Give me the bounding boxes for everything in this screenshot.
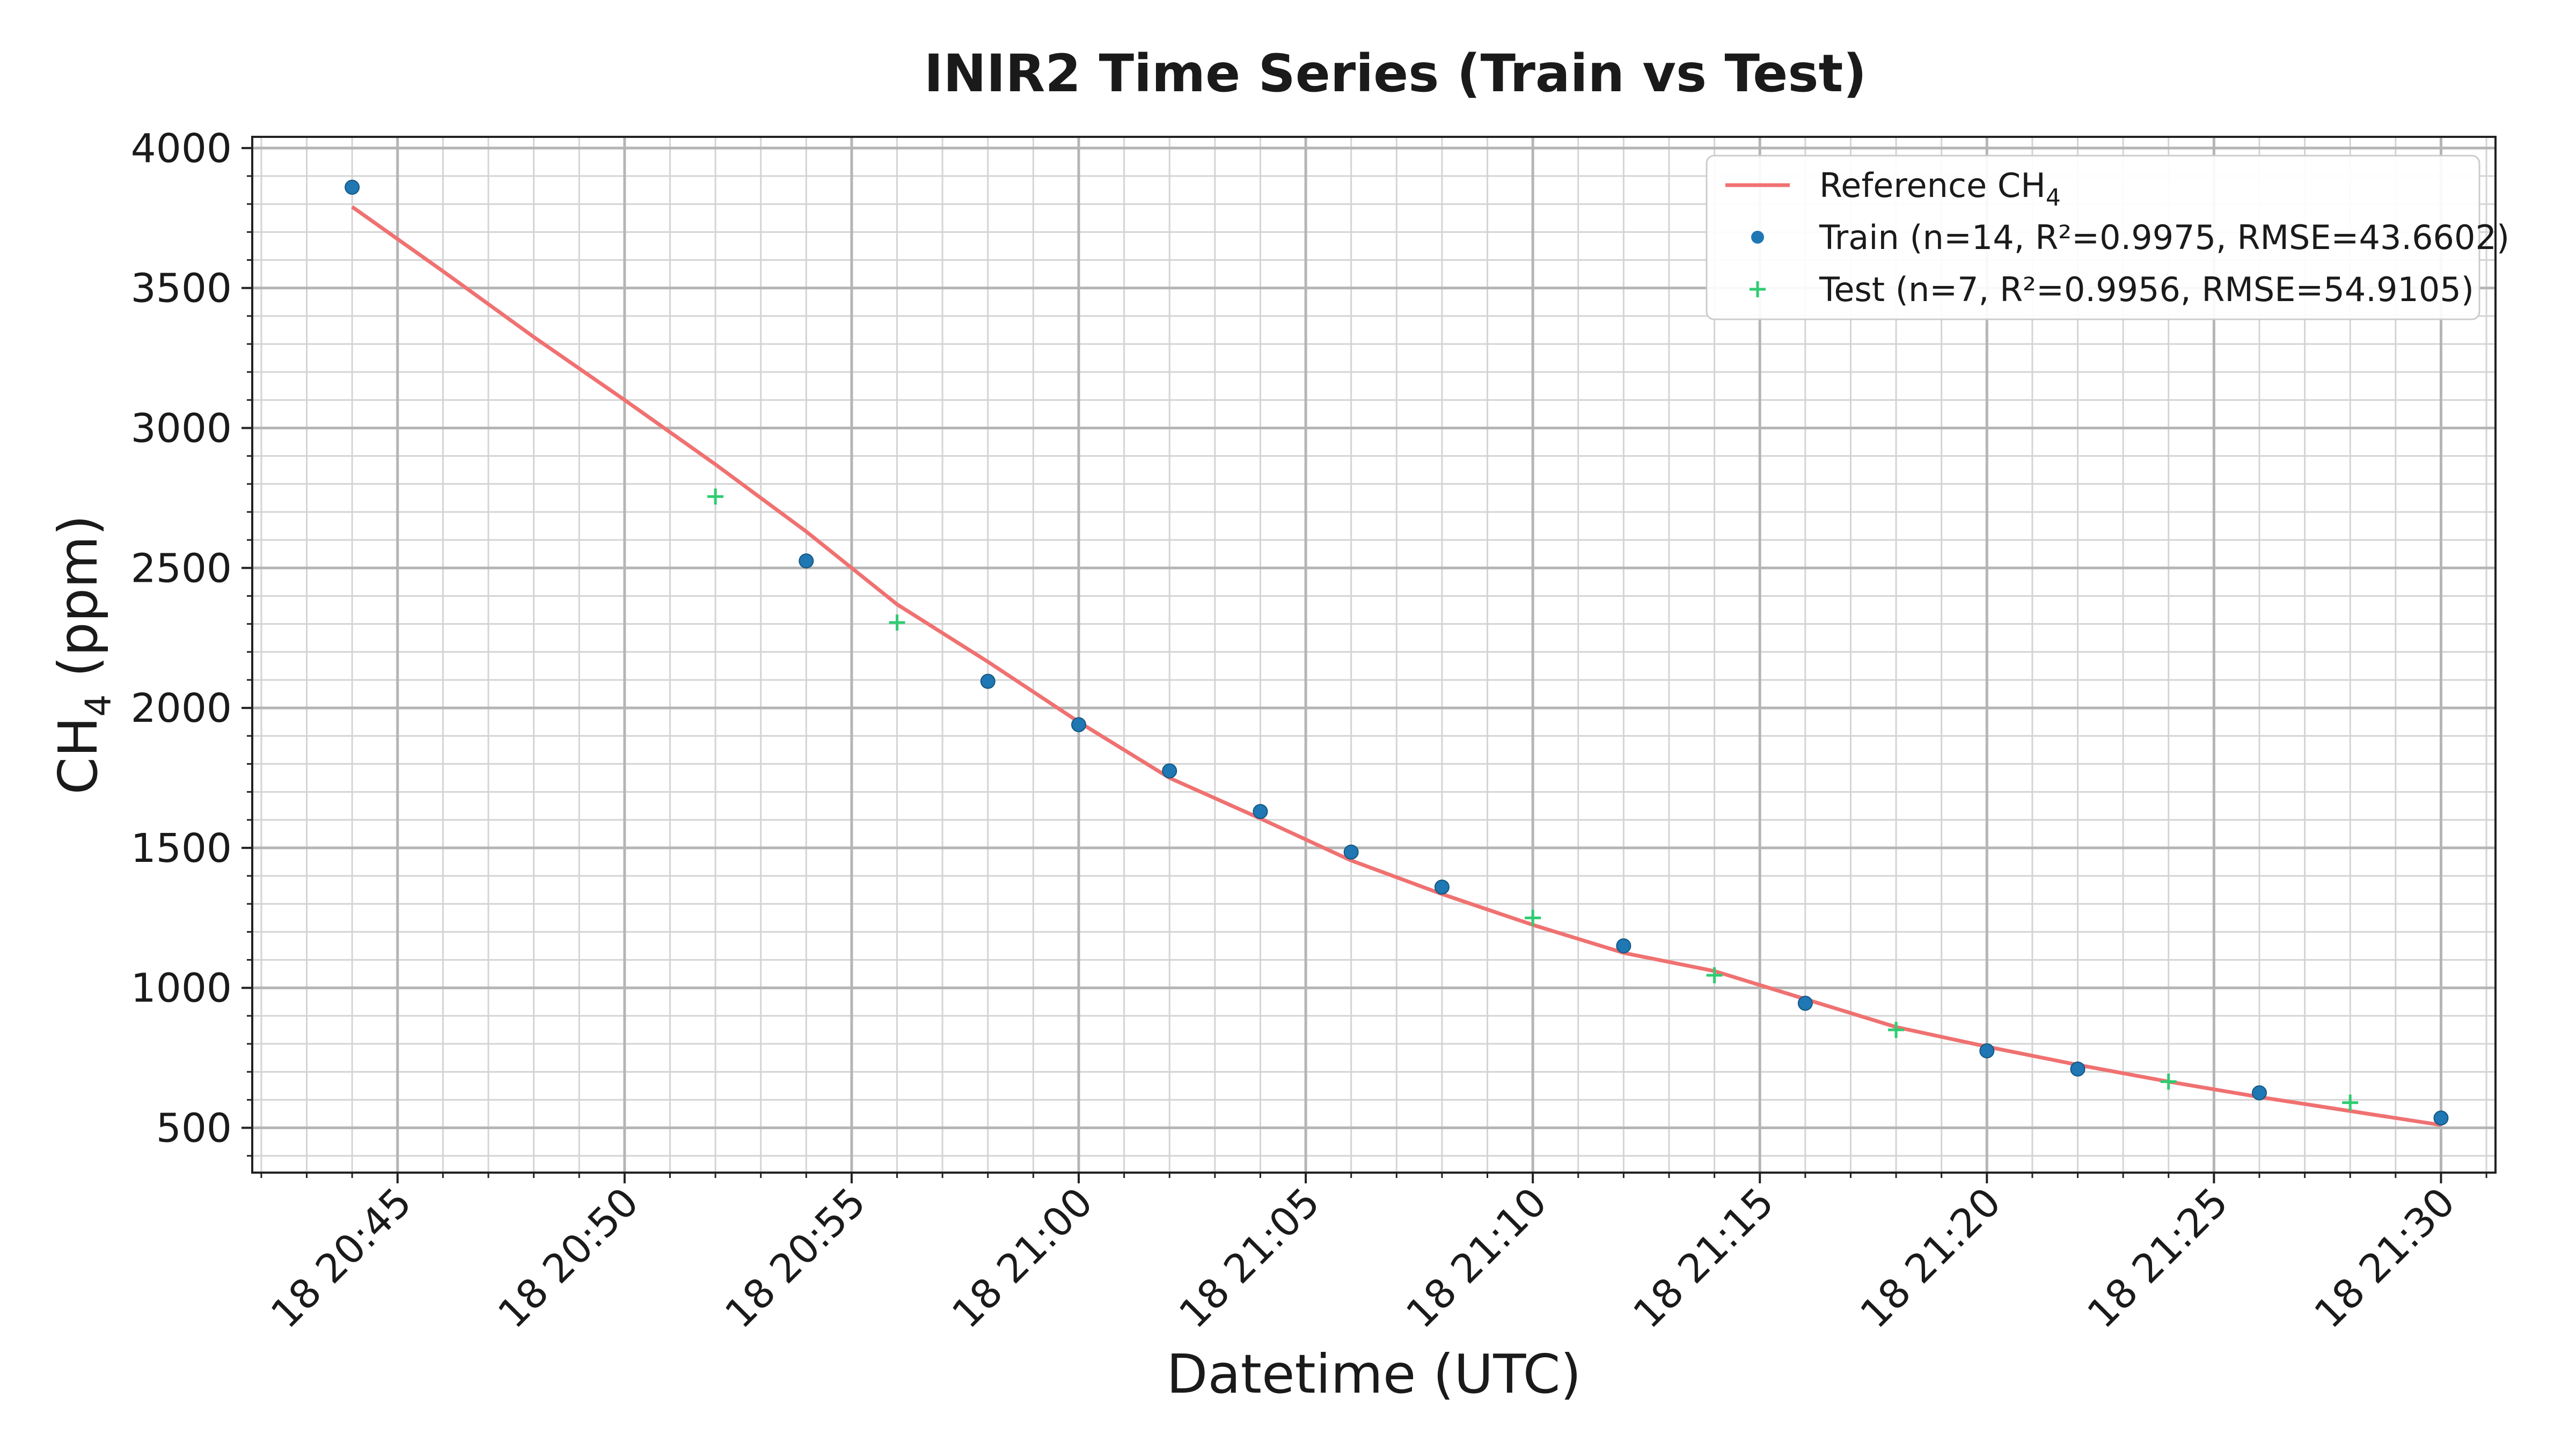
test-point <box>2160 1073 2177 1090</box>
legend-train-label: Train (n=14, R²=0.9975, RMSE=43.6602) <box>1819 218 2509 257</box>
train-point <box>1162 763 1177 779</box>
x-axis-label: Datetime (UTC) <box>1167 1343 1582 1406</box>
plot-frame <box>251 136 2497 1174</box>
legend-train-swatch <box>1751 231 1764 244</box>
train-point <box>1253 804 1268 819</box>
train-point <box>1979 1043 1995 1059</box>
legend: Reference CH4 Train (n=14, R²=0.9975, RM… <box>1706 155 2509 320</box>
test-point <box>889 614 905 631</box>
train-point <box>1343 844 1359 860</box>
train-point <box>345 179 360 195</box>
test-point <box>1888 1021 1905 1038</box>
legend-box <box>1706 155 2480 320</box>
y-tick-label: 3000 <box>131 405 232 451</box>
y-tick-label: 1500 <box>131 825 232 872</box>
y-tick-label: 500 <box>156 1106 232 1152</box>
reference-line <box>351 205 2441 1127</box>
train-point <box>2252 1085 2267 1101</box>
train-point <box>799 553 814 569</box>
legend-reference-name: Reference CH <box>1819 166 2046 205</box>
train-point <box>1616 938 1631 954</box>
grid <box>252 137 2496 1173</box>
y-tick-label: 4000 <box>131 126 232 172</box>
legend-reference-label: Reference CH4 <box>1819 166 2061 211</box>
test-point <box>2342 1094 2359 1111</box>
train-point <box>2433 1110 2449 1126</box>
legend-test-label: Test (n=7, R²=0.9956, RMSE=54.9105) <box>1819 270 2474 309</box>
y-axis: 500 1000 1500 2000 2500 3000 3500 4000 <box>131 126 252 1157</box>
train-point <box>1071 717 1086 733</box>
train-point <box>980 674 996 689</box>
y-tick-label: 2000 <box>131 685 232 731</box>
test-point <box>1706 967 1723 984</box>
plot-series <box>345 179 2449 1127</box>
y-tick-label: 3500 <box>131 266 232 312</box>
train-point <box>1797 996 1813 1011</box>
legend-test-swatch <box>1750 281 1766 297</box>
train-point <box>2070 1062 2085 1077</box>
y-axis-label-main: CH <box>47 717 109 795</box>
chart-title: INIR2 Time Series (Train vs Test) <box>924 43 1867 104</box>
test-point <box>1525 910 1541 926</box>
y-tick-label: 2500 <box>131 545 232 591</box>
legend-reference-subscript: 4 <box>2046 184 2061 211</box>
y-axis-label: CH4 (ppm) <box>47 515 119 794</box>
y-axis-label-subscript: 4 <box>78 694 119 717</box>
test-point <box>707 488 724 505</box>
y-axis-label-suffix: (ppm) <box>47 515 109 694</box>
train-point <box>1434 879 1450 895</box>
y-tick-label: 1000 <box>131 965 232 1012</box>
